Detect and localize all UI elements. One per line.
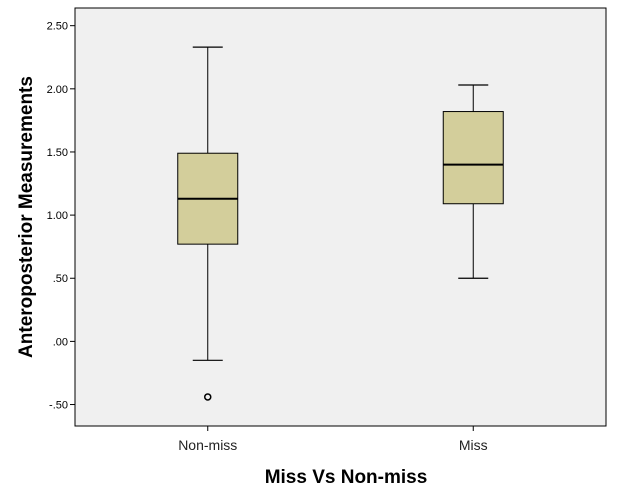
- x-tick-label: Non-miss: [178, 437, 237, 453]
- y-tick-label: 1.50: [47, 147, 68, 159]
- y-tick-label: .00: [53, 336, 68, 348]
- outlier-point: [204, 393, 212, 401]
- box-series: [177, 46, 504, 401]
- y-tick-label: 2.50: [47, 21, 68, 33]
- y-tick-label: -.50: [49, 400, 68, 412]
- box-non-miss: [177, 46, 239, 401]
- x-axis: Non-miss Miss: [178, 426, 488, 453]
- y-axis-title: Anteroposterior Measurements: [16, 76, 37, 358]
- plot-area: [74, 7, 607, 427]
- y-tick-label: .50: [53, 273, 68, 285]
- x-axis-title: Miss Vs Non-miss: [265, 467, 428, 488]
- box-miss: [442, 84, 504, 279]
- x-tick-label: Miss: [459, 437, 488, 453]
- iqr-box: [442, 111, 504, 205]
- y-tick-label: 1.00: [47, 210, 68, 222]
- y-axis: 2.50 2.00 1.50 1.00 .50 .00 -.50: [47, 21, 75, 412]
- y-tick-label: 2.00: [47, 84, 68, 96]
